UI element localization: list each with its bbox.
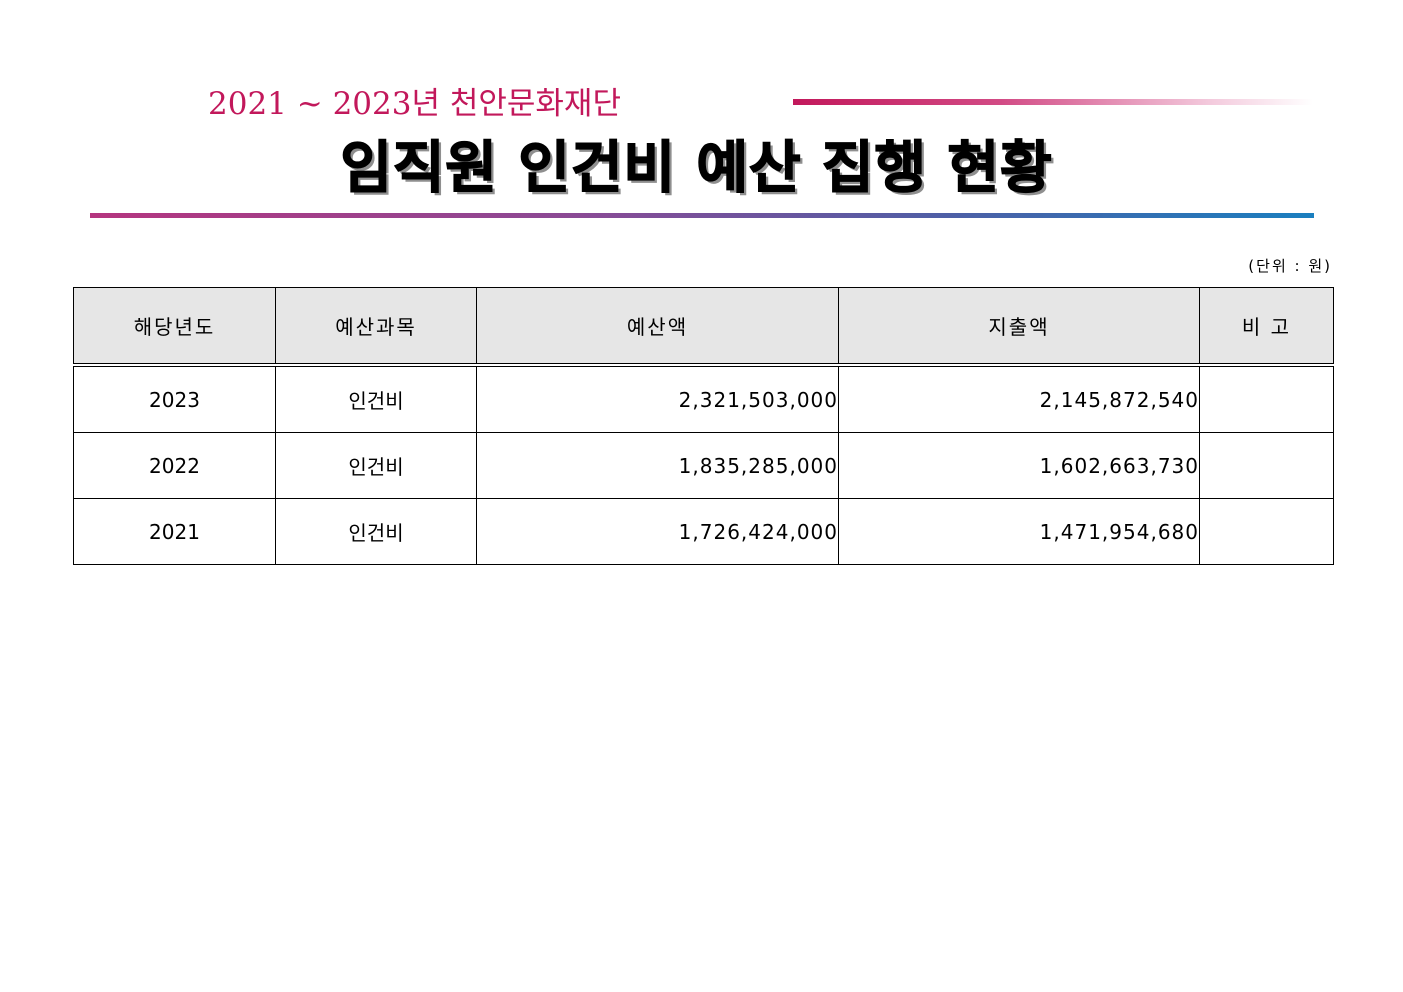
cell-year: 2022 <box>73 432 276 499</box>
document-title-text: 임직원 인건비 예산 집행 현황 <box>340 135 1053 202</box>
column-header-note: 비 고 <box>1199 287 1334 366</box>
cell-spent: 2,145,872,540 <box>838 364 1200 433</box>
column-header-spent: 지출액 <box>838 287 1200 366</box>
table-row: 2021 인건비 1,726,424,000 1,471,954,680 <box>73 498 1334 565</box>
cell-budget: 1,726,424,000 <box>476 498 839 565</box>
cell-note <box>1199 364 1334 433</box>
document-subtitle: 2021 ~ 2023년 천안문화재단 <box>208 86 621 122</box>
cell-spent: 1,602,663,730 <box>838 432 1200 499</box>
budget-table: 해당년도 예산과목 예산액 지출액 비 고 2023 인건비 2,321,503… <box>73 287 1334 565</box>
table-row: 2022 인건비 1,835,285,000 1,602,663,730 <box>73 432 1334 499</box>
cell-spent: 1,471,954,680 <box>838 498 1200 565</box>
cell-item: 인건비 <box>275 432 477 499</box>
column-header-item: 예산과목 <box>275 287 477 366</box>
cell-note <box>1199 432 1334 499</box>
cell-budget: 2,321,503,000 <box>476 364 839 433</box>
cell-item: 인건비 <box>275 498 477 565</box>
document-title: 임직원 인건비 예산 집행 현황 <box>0 132 1403 206</box>
column-header-budget: 예산액 <box>476 287 839 366</box>
table-header-row: 해당년도 예산과목 예산액 지출액 비 고 <box>73 287 1334 366</box>
unit-note: (단위 : 원) <box>1248 257 1332 275</box>
cell-budget: 1,835,285,000 <box>476 432 839 499</box>
cell-note <box>1199 498 1334 565</box>
decorative-gradient-line-bottom <box>90 213 1314 218</box>
cell-item: 인건비 <box>275 364 477 433</box>
column-header-year: 해당년도 <box>73 287 276 366</box>
cell-year: 2021 <box>73 498 276 565</box>
table-row: 2023 인건비 2,321,503,000 2,145,872,540 <box>73 364 1334 433</box>
cell-year: 2023 <box>73 364 276 433</box>
decorative-gradient-line-top <box>793 99 1313 105</box>
